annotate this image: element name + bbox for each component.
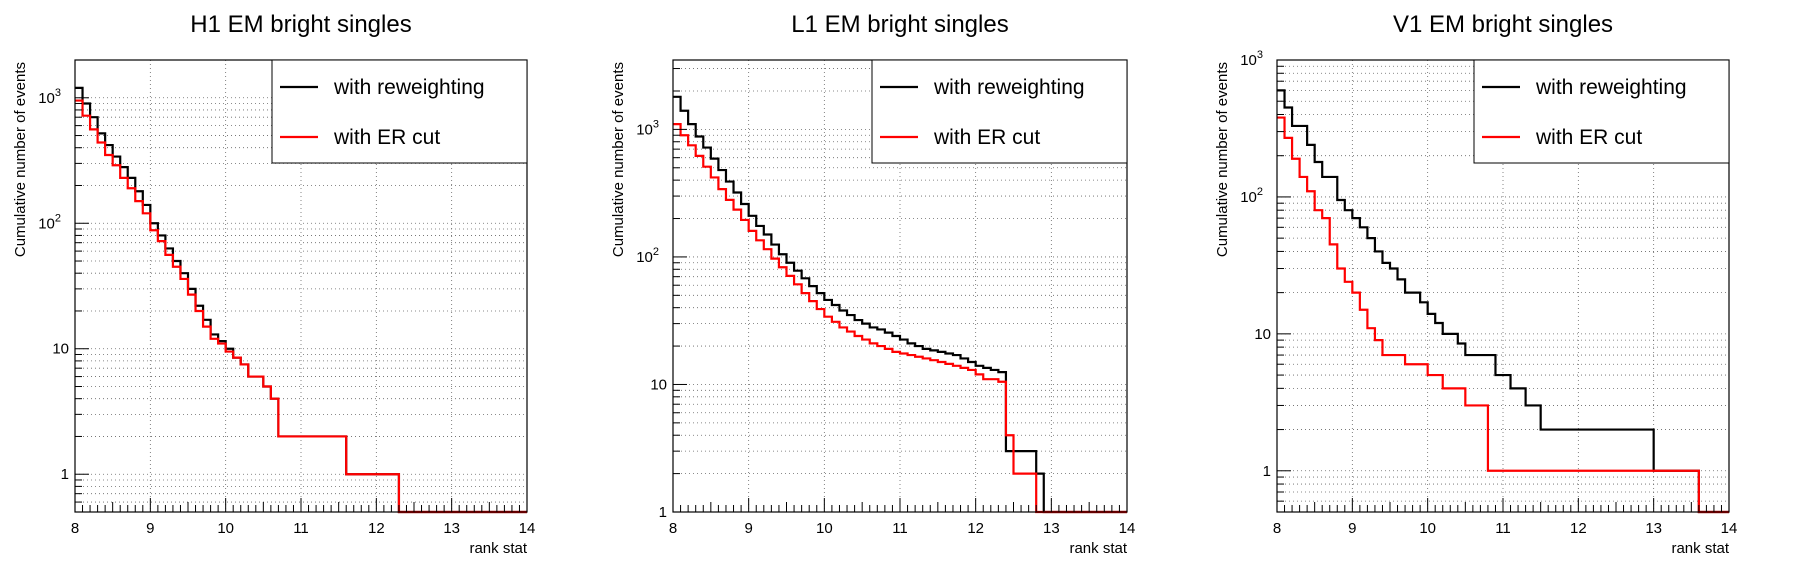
legend: with reweighting with ER cut <box>271 59 528 164</box>
x-tick-label: 10 <box>816 520 833 537</box>
y-tick-label: 102 <box>636 246 659 266</box>
x-axis-label: rank stat <box>1069 540 1127 557</box>
x-tick-label: 9 <box>1348 520 1356 537</box>
chart-1: H1 EM bright singles 8 9 10 11 12 13 14 rank sta… <box>12 11 535 557</box>
y-tick-label: 1 <box>1263 463 1271 480</box>
x-tick-label: 8 <box>71 520 79 537</box>
x-tick-label: 11 <box>1495 520 1511 537</box>
y-tick-label: 10 <box>1254 326 1271 343</box>
grid <box>673 60 1127 512</box>
x-tick-label: 10 <box>1419 520 1436 537</box>
series-reweighting-line <box>1277 89 1729 514</box>
legend-box <box>871 59 1128 164</box>
legend-label: with ER cut <box>933 126 1040 149</box>
y-axis: 1 10 102 103 Cumulative number of events <box>610 62 687 521</box>
y-tick-label: 1 <box>659 504 667 521</box>
x-tick-label: 14 <box>1721 520 1738 537</box>
legend-label: with reweighting <box>933 76 1085 99</box>
x-tick-label: 9 <box>744 520 752 537</box>
y-tick-label: 102 <box>1240 186 1263 206</box>
legend: with reweighting with ER cut <box>871 59 1128 164</box>
series-er-cut-line <box>75 99 527 514</box>
legend-label: with ER cut <box>1535 126 1642 149</box>
x-axis-label: rank stat <box>469 540 527 557</box>
chart-title: L1 EM bright singles <box>791 11 1008 38</box>
x-tick-label: 14 <box>1119 520 1136 537</box>
x-tick-label: 11 <box>892 520 908 537</box>
series-er-cut-line <box>1277 116 1729 514</box>
chart-title: V1 EM bright singles <box>1393 11 1613 38</box>
x-tick-label: 14 <box>519 520 536 537</box>
legend-box <box>1473 59 1730 164</box>
chart-title: H1 EM bright singles <box>190 11 411 38</box>
y-axis-label: Cumulative number of events <box>610 62 627 257</box>
series-er-cut-line <box>673 123 1127 514</box>
x-tick-label: 12 <box>967 520 984 537</box>
x-tick-label: 13 <box>443 520 460 537</box>
legend: with reweighting with ER cut <box>1473 59 1730 164</box>
x-tick-label: 9 <box>146 520 154 537</box>
x-tick-label: 13 <box>1043 520 1060 537</box>
legend-box <box>271 59 528 164</box>
y-tick-label: 10 <box>52 341 69 358</box>
y-tick-label: 103 <box>38 87 61 107</box>
x-tick-label: 13 <box>1645 520 1662 537</box>
series-reweighting-line <box>673 95 1127 514</box>
legend-label: with ER cut <box>333 126 440 149</box>
x-tick-label: 11 <box>293 520 309 537</box>
y-tick-label: 103 <box>1240 49 1263 69</box>
x-axis: 8 9 10 11 12 13 14 rank stat <box>1273 498 1738 557</box>
x-tick-label: 12 <box>368 520 385 537</box>
x-tick-label: 10 <box>217 520 234 537</box>
chart-3: V1 EM bright singles 8 9 10 11 12 13 14 rank sta… <box>1214 11 1737 557</box>
y-tick-label: 10 <box>650 376 667 393</box>
x-axis-label: rank stat <box>1671 540 1729 557</box>
y-tick-label: 103 <box>636 118 659 138</box>
chart-2: L1 EM bright singles 8 9 10 11 12 13 14 rank sta… <box>610 11 1135 557</box>
y-axis: 1 10 102 103 Cumulative number of events <box>1214 49 1291 513</box>
y-axis: 1 10 102 103 Cumulative number of events <box>12 59 89 513</box>
legend-label: with reweighting <box>1535 76 1687 99</box>
y-axis-label: Cumulative number of events <box>1214 62 1231 257</box>
y-tick-label: 1 <box>61 466 69 483</box>
x-axis: 8 9 10 11 12 13 14 rank stat <box>669 498 1136 557</box>
x-tick-label: 12 <box>1570 520 1587 537</box>
y-tick-label: 102 <box>38 212 61 232</box>
x-tick-label: 8 <box>1273 520 1281 537</box>
x-axis: 8 9 10 11 12 13 14 rank stat <box>71 498 536 557</box>
y-axis-label: Cumulative number of events <box>12 62 29 257</box>
legend-label: with reweighting <box>333 76 485 99</box>
x-tick-label: 8 <box>669 520 677 537</box>
